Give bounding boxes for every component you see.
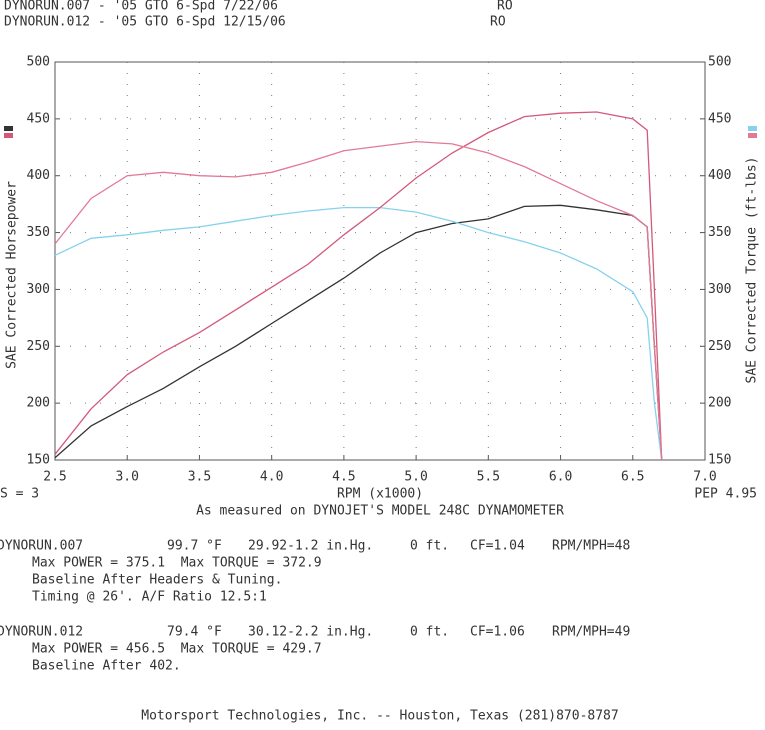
left-note: S = 3 <box>0 487 39 502</box>
y2-tick-label: 450 <box>708 111 731 126</box>
right-note: PEP 4.95 <box>694 487 757 502</box>
x-tick-label: 5.5 <box>477 470 500 485</box>
subtitle: As measured on DYNOJET'S MODEL 248C DYNA… <box>196 504 564 519</box>
run-field: DYNORUN.012 <box>0 625 83 640</box>
legend-swatch <box>748 126 757 131</box>
y2-tick-label: 150 <box>708 453 731 468</box>
run-header: DYNORUN.007 - '05 GTO 6-Spd 7/22/06 <box>4 0 278 14</box>
x-tick-label: 4.0 <box>260 470 283 485</box>
plot-frame <box>54 61 706 461</box>
y-tick-label: 450 <box>27 111 50 126</box>
y2-tick-label: 200 <box>708 396 731 411</box>
y-tick-label: 350 <box>27 225 50 240</box>
run-note: Max POWER = 375.1 Max TORQUE = 372.9 <box>32 556 322 571</box>
y-tick-label: 300 <box>27 282 50 297</box>
x-tick-label: 5.0 <box>404 470 427 485</box>
run-field: CF=1.06 <box>470 625 525 640</box>
run-note: Baseline After 402. <box>32 659 181 674</box>
legend-swatch <box>748 133 757 138</box>
run-code: RO <box>490 15 506 30</box>
run-field: DYNORUN.007 <box>0 539 83 554</box>
run-field: 0 ft. <box>410 539 449 554</box>
y-tick-label: 200 <box>27 396 50 411</box>
y2-tick-label: 400 <box>708 168 731 183</box>
x-axis-label: RPM (x1000) <box>337 487 423 502</box>
x-tick-label: 7.0 <box>693 470 716 485</box>
x-tick-label: 3.0 <box>115 470 138 485</box>
y2-tick-label: 350 <box>708 225 731 240</box>
series-line <box>54 140 663 461</box>
x-tick-label: 3.5 <box>188 470 211 485</box>
y-tick-label: 250 <box>27 339 50 354</box>
legend-swatch <box>4 126 13 131</box>
run-field: 29.92-1.2 in.Hg. <box>248 539 373 554</box>
run-field: 0 ft. <box>410 625 449 640</box>
run-note: Timing @ 26'. A/F Ratio 12.5:1 <box>32 590 267 605</box>
run-field: RPM/MPH=49 <box>552 625 630 640</box>
x-tick-label: 6.0 <box>549 470 572 485</box>
run-field: 99.7 °F <box>167 539 222 554</box>
run-field: RPM/MPH=48 <box>552 539 630 554</box>
y2-tick-label: 500 <box>708 55 731 70</box>
run-code: RO <box>497 0 513 14</box>
x-tick-label: 4.5 <box>332 470 355 485</box>
series-line <box>54 204 663 461</box>
y2-axis-label: SAE Corrected Torque (ft-lbs) <box>745 157 760 384</box>
x-tick-label: 2.5 <box>43 470 66 485</box>
y-tick-label: 500 <box>27 55 50 70</box>
run-field: 30.12-2.2 in.Hg. <box>248 625 373 640</box>
y2-tick-label: 250 <box>708 339 731 354</box>
y2-tick-label: 300 <box>708 282 731 297</box>
run-note: Baseline After Headers & Tuning. <box>32 573 282 588</box>
y-tick-label: 400 <box>27 168 50 183</box>
run-note: Max POWER = 456.5 Max TORQUE = 429.7 <box>32 642 322 657</box>
series-line <box>54 206 663 461</box>
run-field: CF=1.04 <box>470 539 525 554</box>
legend-swatch <box>4 133 13 138</box>
y-tick-label: 150 <box>27 453 50 468</box>
series-line <box>54 111 663 461</box>
footer: Motorsport Technologies, Inc. -- Houston… <box>141 709 618 724</box>
y-axis-label: SAE Corrected Horsepower <box>5 181 20 369</box>
run-header: DYNORUN.012 - '05 GTO 6-Spd 12/15/06 <box>4 15 286 30</box>
x-tick-label: 6.5 <box>621 470 644 485</box>
run-field: 79.4 °F <box>167 625 222 640</box>
